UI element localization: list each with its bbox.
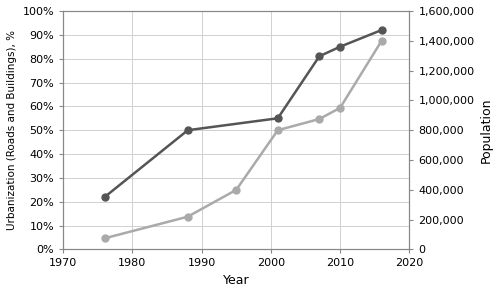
Y-axis label: Population: Population — [480, 97, 493, 163]
X-axis label: Year: Year — [223, 274, 250, 287]
Y-axis label: Urbanization (Roads and Buildings), %: Urbanization (Roads and Buildings), % — [7, 30, 17, 230]
